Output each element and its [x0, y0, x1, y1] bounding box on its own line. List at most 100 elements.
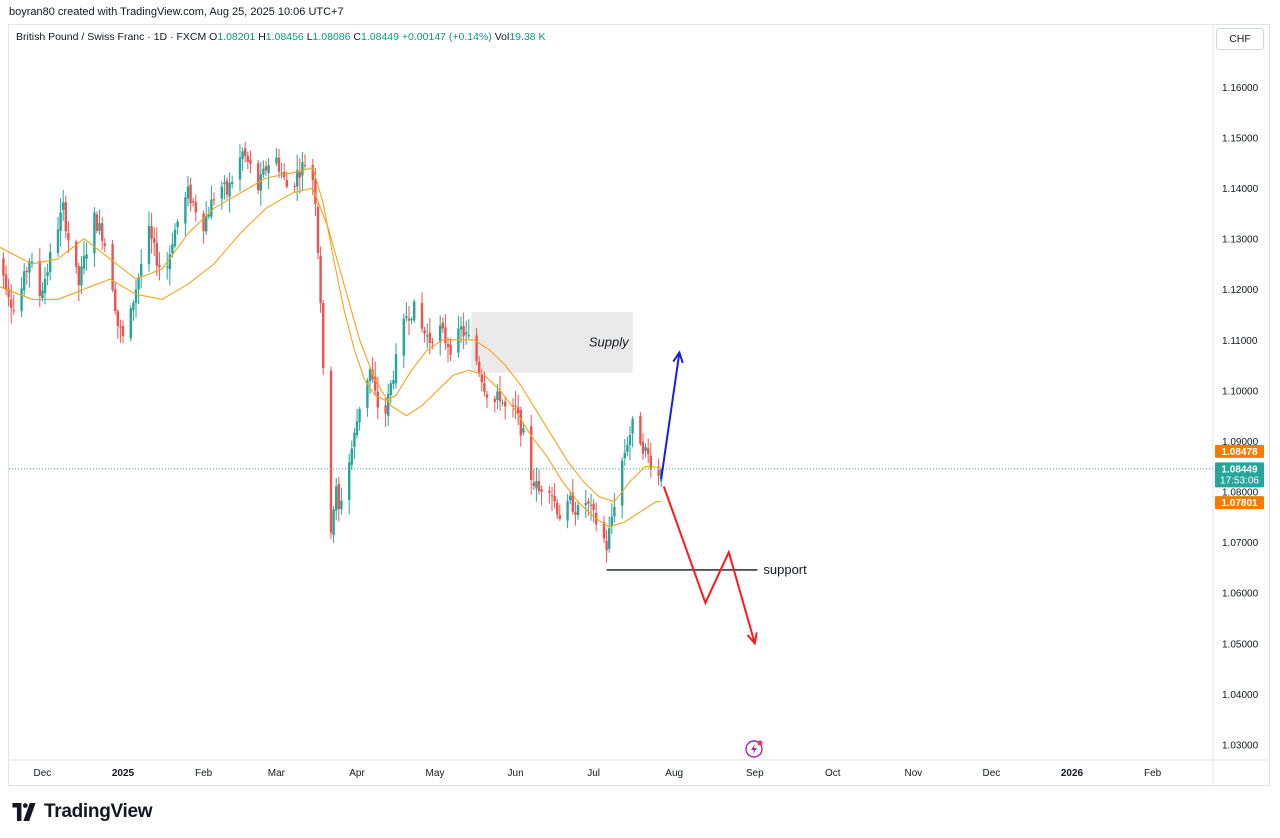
candle-body: [238, 157, 242, 180]
candle-body: [631, 418, 634, 434]
candle-body: [428, 332, 431, 343]
bearish-arrow-head: [746, 632, 758, 646]
candle-body: [649, 455, 652, 469]
y-tick-label: 1.03000: [1222, 740, 1259, 751]
supply-label: Supply: [589, 334, 630, 349]
candle-body: [553, 495, 556, 502]
symbol-legend: British Pound / Swiss Franc · 1D · FXCM …: [16, 31, 546, 43]
candle-body: [316, 206, 320, 253]
candle-body: [184, 197, 187, 224]
candle-body: [540, 489, 543, 493]
high-value: 1.08456: [265, 31, 304, 43]
ma-slow-price-tag: 1.07801: [1215, 496, 1264, 510]
bearish-arrow-line: [662, 486, 756, 644]
candle-body: [647, 448, 650, 455]
candle-body: [67, 232, 70, 241]
candle-body: [314, 179, 317, 204]
candle-body: [38, 260, 41, 296]
y-tick-label: 1.12000: [1222, 285, 1259, 296]
candle-body: [644, 446, 647, 452]
change-value: +0.00147 (+0.14%): [401, 31, 492, 43]
annotation-layer: support: [9, 350, 1213, 646]
candle-body: [439, 325, 442, 343]
candle-body: [303, 165, 307, 167]
candle-body: [556, 502, 559, 515]
candle-body: [210, 199, 213, 217]
candle-body: [95, 214, 99, 231]
candle-body: [10, 299, 13, 308]
candle-body: [353, 432, 356, 447]
candle-body: [132, 302, 135, 311]
candle-body: [264, 166, 268, 171]
chart-frame[interactable]: [8, 24, 1270, 786]
candle-body: [171, 244, 174, 254]
candle-body: [98, 223, 101, 231]
ma-slow-line: [0, 187, 662, 528]
candle-body: [62, 202, 65, 210]
candle-body: [574, 512, 577, 515]
symbol-name[interactable]: British Pound / Swiss Franc · 1D · FXCM: [16, 31, 207, 43]
candle-body: [137, 277, 140, 290]
candle-body: [374, 376, 377, 391]
candle-body: [532, 482, 535, 487]
last-price-tag-text: 17:53:06: [1220, 475, 1259, 486]
candle-body: [296, 170, 299, 187]
candle-body: [384, 405, 387, 414]
open-value: 1.08201: [217, 31, 256, 43]
candle-body: [275, 157, 278, 164]
y-tick-label: 1.04000: [1222, 690, 1259, 701]
candle-body: [129, 308, 132, 339]
y-tick-label: 1.06000: [1222, 589, 1259, 600]
candle-body: [298, 172, 301, 178]
candle-body: [571, 492, 574, 512]
candle-body: [285, 180, 288, 187]
x-tick-label: Aug: [665, 768, 683, 779]
candle-body: [64, 202, 67, 232]
candle-body: [173, 229, 177, 247]
candle-body: [459, 326, 463, 330]
candle-body: [337, 484, 340, 510]
candle-body: [231, 182, 234, 185]
candle-body: [569, 495, 572, 501]
candle-body: [407, 318, 411, 321]
supply-zone-layer: Supply: [471, 312, 633, 373]
volume-value: 19.38 K: [509, 31, 546, 43]
candle-body: [537, 481, 541, 491]
candle-body: [168, 254, 171, 270]
candle-body: [41, 290, 44, 299]
x-tick-label: Dec: [34, 768, 52, 779]
candle-body: [59, 212, 62, 231]
candle-body: [257, 163, 260, 190]
candle-body: [311, 165, 314, 181]
y-tick-label: 1.16000: [1222, 83, 1259, 94]
candle-body: [548, 490, 551, 493]
notification-dot: [757, 740, 763, 746]
tradingview-brand[interactable]: TradingView: [10, 801, 153, 823]
candle-body: [613, 506, 616, 517]
candle-body: [202, 213, 205, 232]
candle-body: [340, 500, 343, 510]
x-tick-label: Apr: [349, 768, 365, 779]
candle-body: [368, 369, 372, 382]
candle-body: [12, 310, 15, 312]
currency-button[interactable]: CHF: [1216, 28, 1264, 50]
candle-body: [530, 426, 533, 480]
low-value: 1.08086: [312, 31, 351, 43]
candle-body: [504, 401, 507, 407]
candle-body: [244, 148, 247, 156]
candle-body: [212, 199, 216, 201]
candle-body: [329, 370, 333, 533]
y-tick-label: 1.05000: [1222, 639, 1259, 650]
candle-body: [147, 226, 151, 265]
candle-body: [85, 254, 88, 259]
candle-body: [319, 255, 322, 304]
brand-name: TradingView: [44, 801, 153, 822]
candle-body: [444, 327, 447, 344]
x-tick-label: Jul: [587, 768, 600, 779]
candle-body: [522, 428, 525, 433]
candle-body: [194, 202, 197, 213]
candle-body: [192, 201, 195, 203]
candle-body: [277, 157, 281, 172]
candle-body: [335, 486, 338, 511]
